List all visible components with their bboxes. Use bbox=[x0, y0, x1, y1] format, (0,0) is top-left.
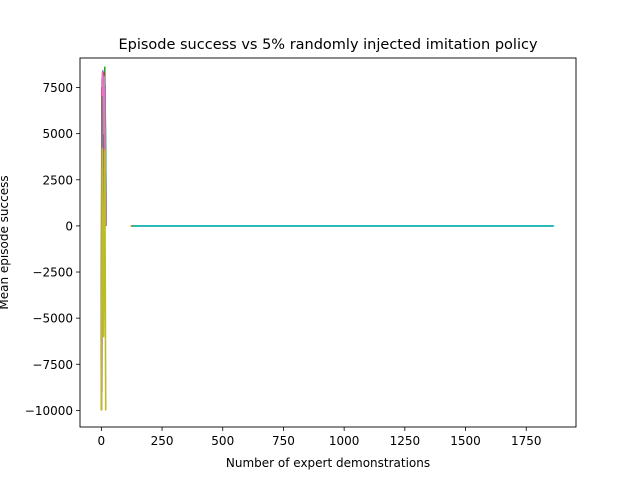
plot-frame bbox=[79, 57, 577, 428]
y-axis: −10000 −7500 −5000 −2500 0 2500 5000 7500 bbox=[25, 81, 80, 418]
x-tick-label: 500 bbox=[211, 434, 234, 448]
y-tick-label: −10000 bbox=[25, 404, 73, 418]
x-tick-label: 1000 bbox=[329, 434, 360, 448]
series-layer bbox=[100, 66, 555, 411]
y-tick-label: −5000 bbox=[32, 312, 73, 326]
x-axis: 0 250 500 750 1000 1250 1500 1750 bbox=[98, 427, 542, 448]
y-tick-label: 5000 bbox=[42, 127, 73, 141]
x-tick-label: 1750 bbox=[511, 434, 542, 448]
chart-title: Episode success vs 5% randomly injected … bbox=[118, 37, 537, 53]
y-tick-label: −2500 bbox=[32, 266, 73, 280]
plot-area bbox=[80, 58, 576, 427]
y-axis-label: Mean episode success bbox=[0, 175, 11, 309]
x-axis-label: Number of expert demonstrations bbox=[226, 456, 430, 470]
y-tick-label: 2500 bbox=[42, 173, 73, 187]
y-tick-label: −7500 bbox=[32, 358, 73, 372]
x-tick-label: 750 bbox=[272, 434, 295, 448]
y-tick-label: 0 bbox=[65, 219, 73, 233]
series-line-8 bbox=[100, 147, 107, 411]
x-tick-label: 1500 bbox=[450, 434, 481, 448]
x-tick-label: 1250 bbox=[390, 434, 421, 448]
x-tick-label: 0 bbox=[98, 434, 106, 448]
x-tick-label: 250 bbox=[151, 434, 174, 448]
y-tick-label: 7500 bbox=[42, 81, 73, 95]
